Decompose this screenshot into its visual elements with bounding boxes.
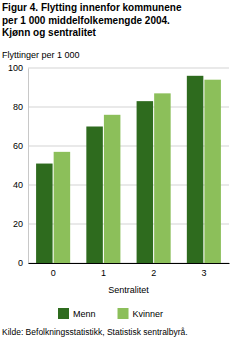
source: Kilde: Befolkningsstatistikk, Statistisk… — [2, 327, 188, 337]
x-tick: 1 — [101, 263, 106, 278]
x-axis-title: Sentralitet — [108, 285, 149, 295]
legend-item: Menn — [58, 308, 96, 319]
legend-item: Kvinner — [118, 308, 164, 319]
y-tick-label: 0 — [18, 258, 23, 268]
y-tick-label: 40 — [13, 180, 23, 190]
legend-label: Kvinner — [133, 309, 164, 319]
y-tick-label: 100 — [8, 63, 23, 73]
x-tick: 2 — [151, 263, 156, 278]
y-tick: 0 — [18, 258, 28, 268]
bar — [154, 93, 171, 263]
plot: 0 20 40 60 80 100 0 1 2 3 — [8, 63, 230, 278]
y-tick-label: 60 — [13, 141, 23, 151]
legend-swatch — [58, 308, 69, 319]
chart: Figur 4. Flytting innenfor kommunene per … — [0, 0, 237, 341]
x-axis-line — [29, 263, 230, 264]
title: Kjønn og sentralitet — [2, 27, 97, 38]
bar — [54, 152, 71, 263]
title: per 1 000 middelfolkemengde 2004. — [2, 15, 170, 26]
y-axis-line — [28, 69, 29, 264]
x-tick: 0 — [51, 263, 56, 278]
x-tick-label: 2 — [151, 268, 156, 278]
bar — [137, 101, 154, 263]
bar — [187, 76, 204, 263]
x-tick: 3 — [201, 263, 206, 278]
bar — [204, 80, 221, 263]
legend: Menn Kvinner — [58, 308, 163, 319]
y-tick-label: 80 — [13, 102, 23, 112]
title: Figur 4. Flytting innenfor kommunene — [2, 2, 182, 13]
y-tick: 60 — [13, 141, 28, 151]
y-axis: 0 20 40 60 80 100 — [8, 63, 29, 268]
bars — [36, 76, 221, 263]
x-tick-label: 1 — [101, 268, 106, 278]
legend-swatch — [118, 308, 129, 319]
y-tick: 40 — [13, 180, 28, 190]
bar — [104, 115, 121, 263]
grid-line — [28, 68, 229, 69]
x-tick-label: 0 — [51, 268, 56, 278]
y-axis-title: Flyttinger per 1 000 — [2, 50, 80, 60]
y-tick: 20 — [13, 219, 28, 229]
x-tick-label: 3 — [201, 268, 206, 278]
grid — [28, 68, 229, 263]
bar — [86, 127, 103, 264]
bar — [36, 164, 53, 263]
y-tick: 80 — [13, 102, 28, 112]
y-tick: 100 — [8, 63, 28, 73]
y-tick-label: 20 — [13, 219, 23, 229]
x-axis: 0 1 2 3 — [29, 263, 230, 278]
legend-label: Menn — [73, 309, 96, 319]
